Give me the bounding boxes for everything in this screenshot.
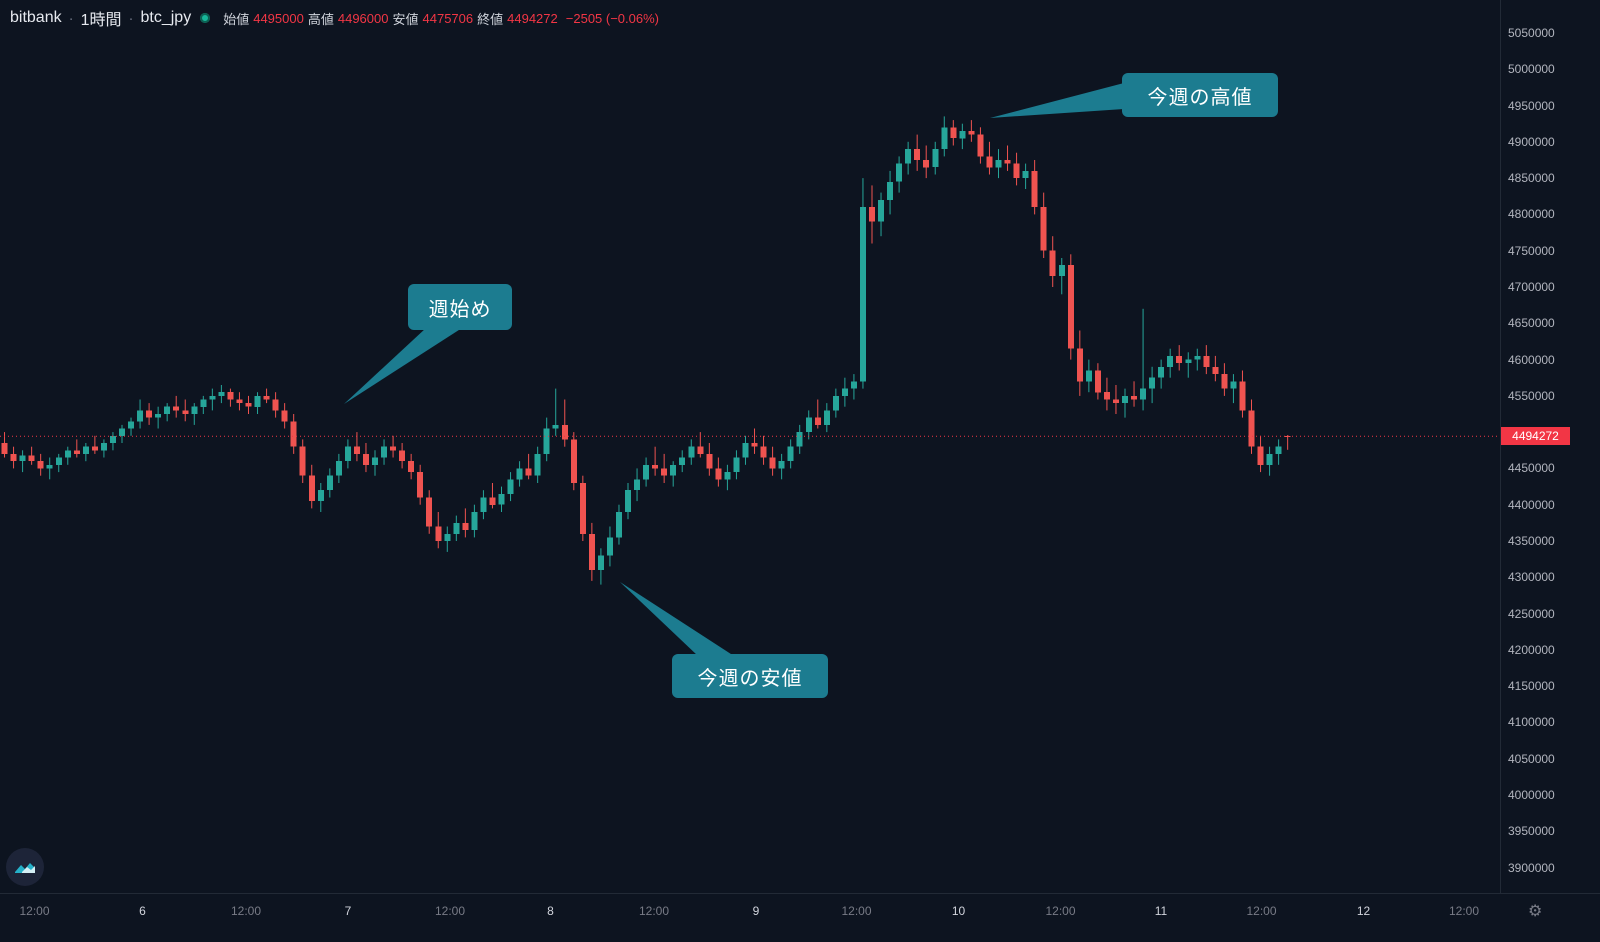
price-axis-label: 4900000 xyxy=(1508,134,1555,149)
time-axis-label: 12 xyxy=(1356,904,1371,918)
time-axis-label: 10 xyxy=(951,904,966,918)
price-axis-label: 4450000 xyxy=(1508,461,1555,476)
price-axis-label: 4700000 xyxy=(1508,280,1555,294)
gear-icon[interactable]: ⚙ xyxy=(1528,903,1543,920)
market-status-icon xyxy=(200,13,211,23)
time-axis-label: 8 xyxy=(547,904,554,918)
legend-separator: · xyxy=(68,9,74,27)
open-value: 4495000 xyxy=(253,10,304,26)
area-chart-logo-icon xyxy=(15,863,35,873)
chart-pane[interactable]: bitbank · 1時間 · btc_jpy 始値 4495000 高値 4496… xyxy=(0,0,1500,893)
open-label: 始値 xyxy=(223,11,250,27)
time-axis-label: 12:00 xyxy=(230,904,262,918)
callout-week-low[interactable]: 今週の安値 xyxy=(672,654,828,698)
close-label: 終値 xyxy=(477,11,504,27)
price-axis-label: 4250000 xyxy=(1508,606,1555,621)
time-axis-label: 11 xyxy=(1154,904,1168,918)
low-label: 安値 xyxy=(392,11,419,27)
change-value: −2505 (−0.06%) xyxy=(565,10,659,26)
price-axis-label: 4100000 xyxy=(1508,715,1555,730)
price-axis-label: 4000000 xyxy=(1508,788,1555,802)
legend: bitbank · 1時間 · btc_jpy 始値 4495000 高値 4496… xyxy=(10,6,659,30)
close-value: 4494272 xyxy=(507,10,558,26)
price-axis-label: 5050000 xyxy=(1508,26,1555,40)
price-axis-label: 4850000 xyxy=(1508,171,1555,186)
candlestick-chart[interactable] xyxy=(0,0,1500,893)
ohlc-values: 始値 4495000 高値 4496000 安値 4475706 終値 4494272 … xyxy=(223,9,659,28)
time-axis-label: 12:00 xyxy=(1246,904,1277,918)
price-axis-label: 4300000 xyxy=(1508,570,1555,585)
time-axis-label: 12:00 xyxy=(19,904,50,918)
price-axis-label: 4150000 xyxy=(1508,679,1555,694)
price-axis-label: 4050000 xyxy=(1508,751,1555,766)
time-axis-label: 12:00 xyxy=(434,904,466,918)
price-axis-label: 4600000 xyxy=(1508,352,1555,367)
price-axis-label: 4550000 xyxy=(1508,388,1555,403)
price-axis-label: 5000000 xyxy=(1508,62,1555,77)
price-axis-label: 4400000 xyxy=(1508,497,1555,512)
time-axis-label: 9 xyxy=(752,904,760,918)
callout-week-high[interactable]: 今週の高値 xyxy=(1122,73,1278,117)
price-axis-label: 4350000 xyxy=(1508,534,1555,548)
high-value: 4496000 xyxy=(337,10,389,26)
exchange-name[interactable]: bitbank xyxy=(10,9,62,26)
symbol-label[interactable]: btc_jpy xyxy=(140,9,192,26)
price-axis-label: 4650000 xyxy=(1508,316,1555,331)
price-axis-label: 3900000 xyxy=(1508,860,1555,875)
time-axis-label: 12:00 xyxy=(1448,904,1480,918)
price-axis[interactable]: 4494272 5050000 5000000 4950000 4900000 4850… xyxy=(1500,0,1600,893)
low-value: 4475706 xyxy=(422,10,474,26)
interval-label[interactable]: 1時間 xyxy=(80,12,122,29)
price-axis-label: 4950000 xyxy=(1508,98,1555,113)
time-axis-label: 12:00 xyxy=(1045,904,1076,918)
time-axis-label: 6 xyxy=(139,904,146,918)
time-axis-label: 12:00 xyxy=(638,904,670,918)
price-axis-label: 4200000 xyxy=(1508,642,1555,657)
current-price-tag: 4494272 xyxy=(1501,427,1570,446)
price-axis-label: 4750000 xyxy=(1508,243,1555,258)
time-axis[interactable]: ⚙ 12:00 6 12:00 7 12:00 8 12:00 9 12:00 10 12:00 11… xyxy=(0,893,1600,942)
price-axis-label: 4800000 xyxy=(1508,207,1555,222)
time-axis-label: 7 xyxy=(344,904,352,918)
time-axis-label: 12:00 xyxy=(841,904,872,918)
callout-week-start[interactable]: 週始め xyxy=(408,284,512,330)
logo-button[interactable] xyxy=(6,848,44,886)
high-label: 高値 xyxy=(307,11,334,27)
price-axis-label: 3950000 xyxy=(1508,824,1555,839)
legend-separator: · xyxy=(128,9,134,27)
